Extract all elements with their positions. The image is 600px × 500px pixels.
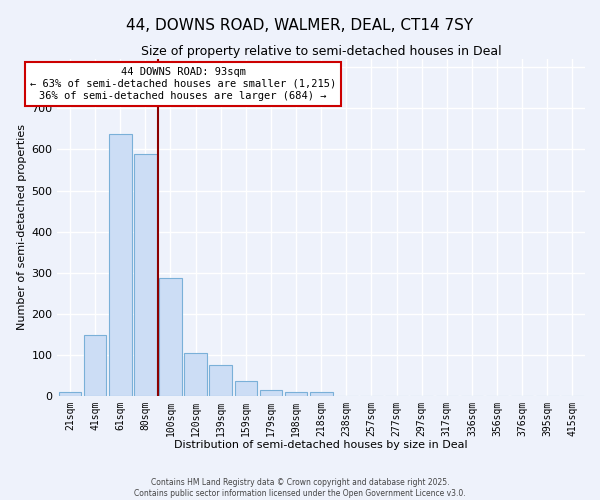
Bar: [84, 335, 106, 396]
Bar: [285, 392, 307, 396]
Bar: [310, 392, 332, 396]
Y-axis label: Number of semi-detached properties: Number of semi-detached properties: [17, 124, 27, 330]
Bar: [134, 154, 157, 396]
Text: 44, DOWNS ROAD, WALMER, DEAL, CT14 7SY: 44, DOWNS ROAD, WALMER, DEAL, CT14 7SY: [127, 18, 473, 32]
Bar: [59, 392, 81, 396]
Title: Size of property relative to semi-detached houses in Deal: Size of property relative to semi-detach…: [141, 45, 502, 58]
X-axis label: Distribution of semi-detached houses by size in Deal: Distribution of semi-detached houses by …: [175, 440, 468, 450]
Bar: [260, 390, 282, 396]
Bar: [209, 365, 232, 396]
Bar: [184, 352, 207, 396]
Bar: [235, 380, 257, 396]
Text: 44 DOWNS ROAD: 93sqm
← 63% of semi-detached houses are smaller (1,215)
36% of se: 44 DOWNS ROAD: 93sqm ← 63% of semi-detac…: [30, 68, 336, 100]
Bar: [159, 278, 182, 396]
Text: Contains HM Land Registry data © Crown copyright and database right 2025.
Contai: Contains HM Land Registry data © Crown c…: [134, 478, 466, 498]
Bar: [109, 134, 131, 396]
